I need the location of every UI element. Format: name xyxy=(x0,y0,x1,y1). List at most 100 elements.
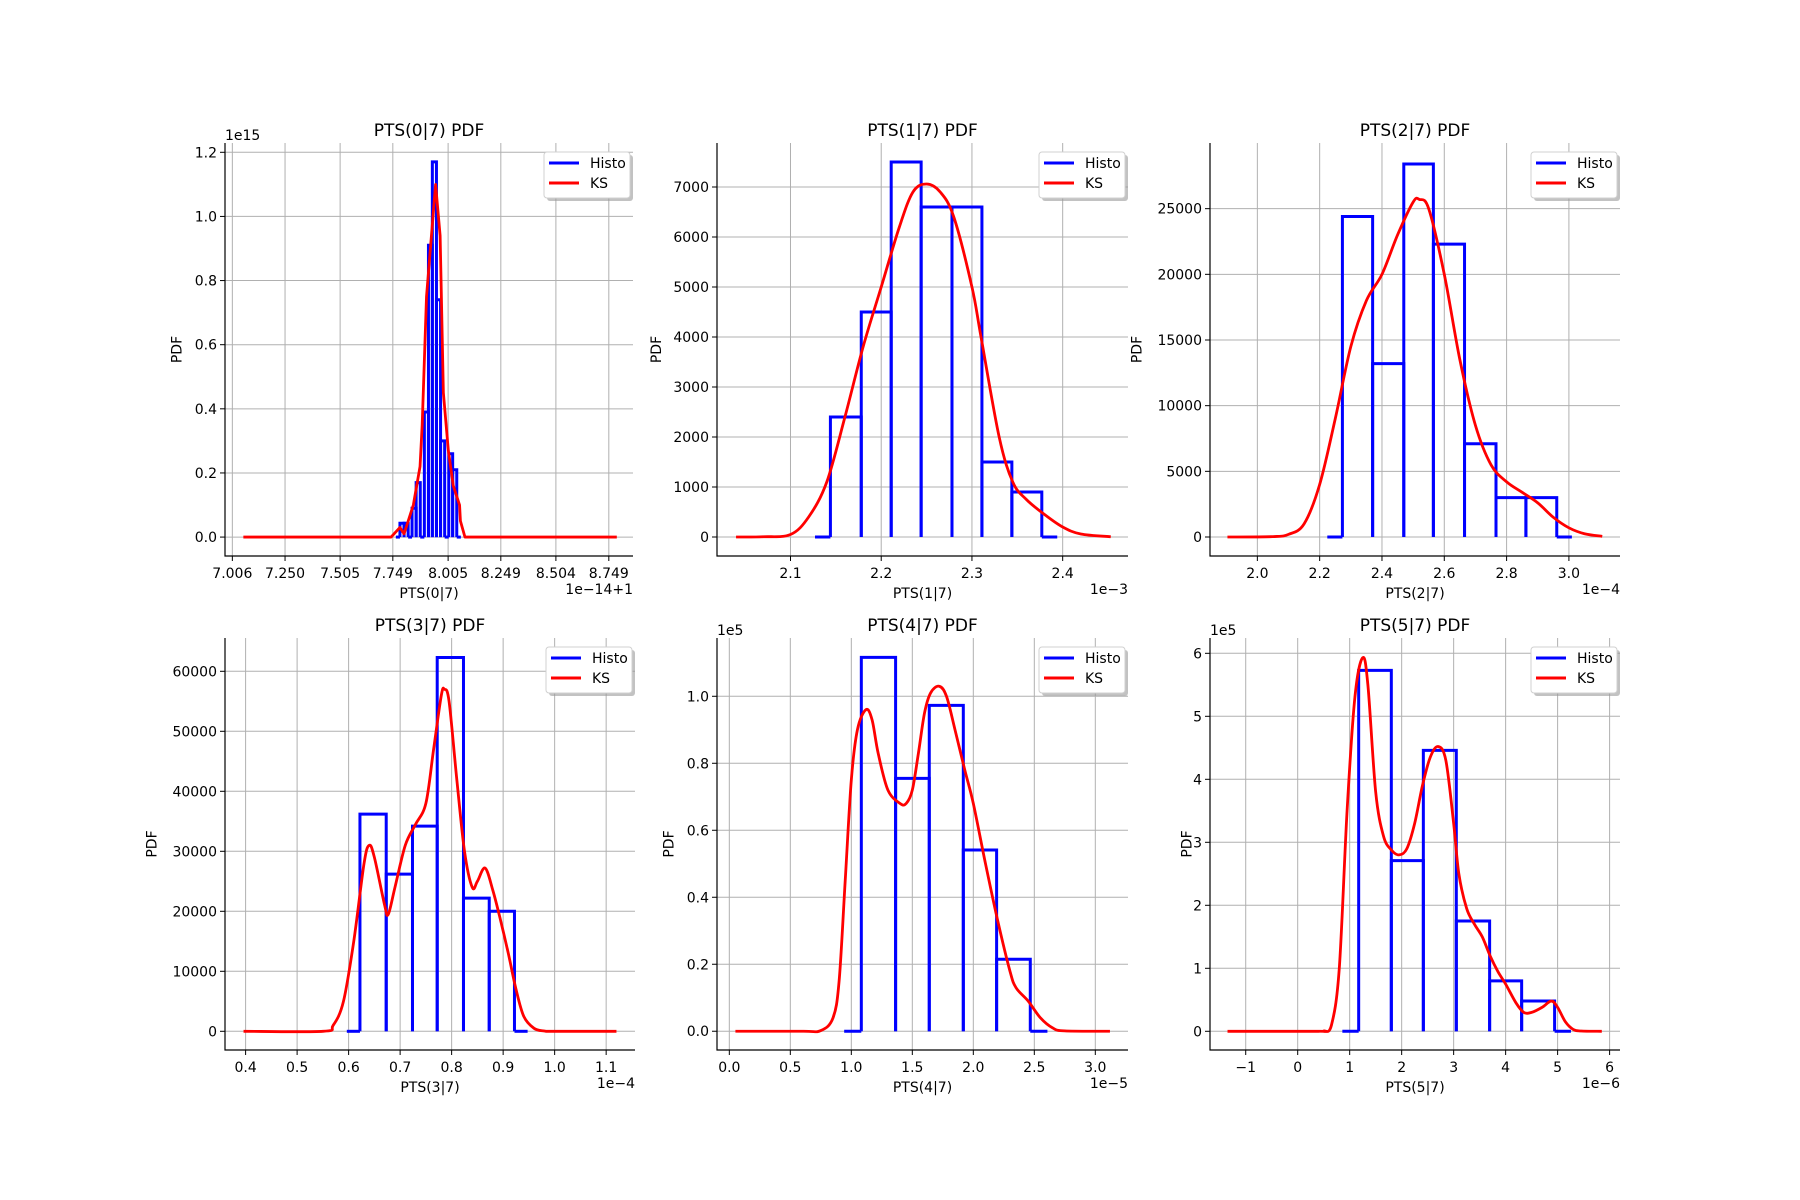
y-axis-label: PDF xyxy=(1130,336,1146,363)
histogram-bar xyxy=(1402,162,1435,537)
x-tick-label: 2.1 xyxy=(779,566,801,582)
y-axis-label: PDF xyxy=(649,336,665,363)
y-tick-label: 2 xyxy=(1193,898,1202,914)
y-axis-label: PDF xyxy=(145,830,161,857)
x-tick-label: 5 xyxy=(1553,1060,1562,1076)
x-tick-label: 2.2 xyxy=(1309,566,1331,582)
histogram-bar xyxy=(1454,919,1492,1032)
x-tick-label: 0.5 xyxy=(286,1060,308,1076)
x-tick-label: 7.505 xyxy=(320,566,360,582)
x-tick-label: 7.749 xyxy=(373,566,413,582)
x-tick-label: 2.0 xyxy=(962,1060,984,1076)
y-tick-label: 4000 xyxy=(673,330,709,346)
chart-title: PTS(1|7) PDF xyxy=(867,121,978,141)
histogram-bar xyxy=(828,415,863,537)
x-tick-label: 1 xyxy=(1345,1060,1354,1076)
legend-label: KS xyxy=(1577,671,1595,687)
x-tick-label: 8.749 xyxy=(589,566,629,582)
chart-title: PTS(3|7) PDF xyxy=(375,616,486,636)
plot-marks xyxy=(1227,162,1603,539)
histogram-bar xyxy=(451,468,459,538)
x-offset-label: 1e−4 xyxy=(597,1076,635,1092)
x-tick-label: 2.3 xyxy=(961,566,983,582)
y-tick-label: 10000 xyxy=(1157,399,1202,415)
y-tick-label: 20000 xyxy=(1157,267,1202,283)
x-tick-label: 1.0 xyxy=(544,1060,566,1076)
histogram-bar xyxy=(1524,496,1559,537)
y-tick-label: 60000 xyxy=(172,664,217,680)
y-tick-label: 1 xyxy=(1193,961,1202,977)
x-tick-label: 2.0 xyxy=(1246,566,1268,582)
y-tick-label: 5 xyxy=(1193,709,1202,725)
plot-marks xyxy=(243,656,617,1034)
legend-label: KS xyxy=(1577,176,1595,192)
y-tick-label: 0 xyxy=(700,530,709,546)
histogram-bar xyxy=(439,439,447,538)
legend-label: KS xyxy=(592,671,610,687)
histogram-bar xyxy=(410,824,439,1032)
y-tick-label: 1.2 xyxy=(195,145,217,161)
legend-label: KS xyxy=(1085,671,1103,687)
histogram-bar xyxy=(889,160,923,537)
legend-label: Histo xyxy=(592,651,628,667)
y-tick-label: 30000 xyxy=(172,844,217,860)
x-axis-label: PTS(0|7) xyxy=(399,586,458,602)
y-tick-label: 6000 xyxy=(673,230,709,246)
grid xyxy=(1210,143,1620,556)
y-tick-label: 0.4 xyxy=(195,402,217,418)
legend-label: Histo xyxy=(1085,156,1121,172)
x-offset-label: 1e−4 xyxy=(1582,582,1620,598)
x-tick-label: 0.5 xyxy=(779,1060,801,1076)
y-offset-label: 1e5 xyxy=(1210,623,1236,639)
plot-marks xyxy=(736,160,1111,539)
ks-curve xyxy=(736,182,1111,539)
x-tick-label: 0.8 xyxy=(441,1060,463,1076)
y-tick-label: 3000 xyxy=(673,380,709,396)
x-tick-label: 3.0 xyxy=(1558,566,1580,582)
subplot-2: 2.0 2.2 2.4 2.6 2.8 3.0 0 5000 10000 15000 20000 25… xyxy=(1130,121,1621,602)
y-tick-label: 50000 xyxy=(172,724,217,740)
x-tick-label: 3.0 xyxy=(1084,1060,1106,1076)
y-tick-label: 1.0 xyxy=(195,209,217,225)
histogram-bar xyxy=(980,460,1014,537)
x-axis-label: PTS(2|7) xyxy=(1385,586,1444,602)
ks-curve xyxy=(243,686,617,1034)
x-tick-label: −1 xyxy=(1235,1060,1256,1076)
chart-title: PTS(2|7) PDF xyxy=(1360,121,1471,141)
y-tick-label: 40000 xyxy=(172,784,217,800)
y-tick-label: 1000 xyxy=(673,480,709,496)
y-tick-label: 1.0 xyxy=(687,689,709,705)
y-tick-label: 0.8 xyxy=(687,756,709,772)
x-offset-label: 1e−14+1 xyxy=(565,582,633,598)
subplot-3: 0.4 0.5 0.6 0.7 0.8 0.9 1.0 1.1 0 10000 20000 30000… xyxy=(145,616,636,1096)
x-tick-label: 0.9 xyxy=(492,1060,514,1076)
grid xyxy=(717,638,1128,1050)
x-tick-label: 1.0 xyxy=(840,1060,862,1076)
x-tick-label: 1.1 xyxy=(595,1060,617,1076)
histogram-bar xyxy=(358,812,388,1032)
histogram-bar xyxy=(1431,242,1467,537)
y-tick-label: 0.6 xyxy=(195,338,217,354)
legend: Histo KS xyxy=(1038,646,1128,696)
histogram-bar xyxy=(995,957,1032,1032)
histogram-bar xyxy=(1010,490,1044,537)
y-tick-label: 0.4 xyxy=(687,890,709,906)
histogram-bar xyxy=(487,909,516,1032)
x-tick-label: 2.2 xyxy=(870,566,892,582)
y-tick-label: 0.2 xyxy=(195,466,217,482)
y-tick-label: 5000 xyxy=(673,280,709,296)
x-tick-label: 0.7 xyxy=(389,1060,411,1076)
x-tick-label: 2.6 xyxy=(1433,566,1455,582)
y-tick-label: 5000 xyxy=(1166,464,1202,480)
subplot-5: −1 0 1 2 3 4 5 6 0 1 2 3 4 5 6 PTS(5|7) PDF PTS(5|7) PDF 1… xyxy=(1180,616,1621,1096)
histogram xyxy=(395,160,461,539)
ks-curve xyxy=(243,182,617,539)
histogram-bar xyxy=(384,872,414,1032)
histogram-bar xyxy=(434,298,443,538)
x-tick-label: 8.504 xyxy=(536,566,576,582)
x-tick-label: 8.005 xyxy=(428,566,468,582)
x-tick-label: 0.0 xyxy=(718,1060,740,1076)
histogram xyxy=(844,655,1048,1033)
histogram-bar xyxy=(1340,215,1375,537)
x-tick-label: 2.8 xyxy=(1495,566,1517,582)
